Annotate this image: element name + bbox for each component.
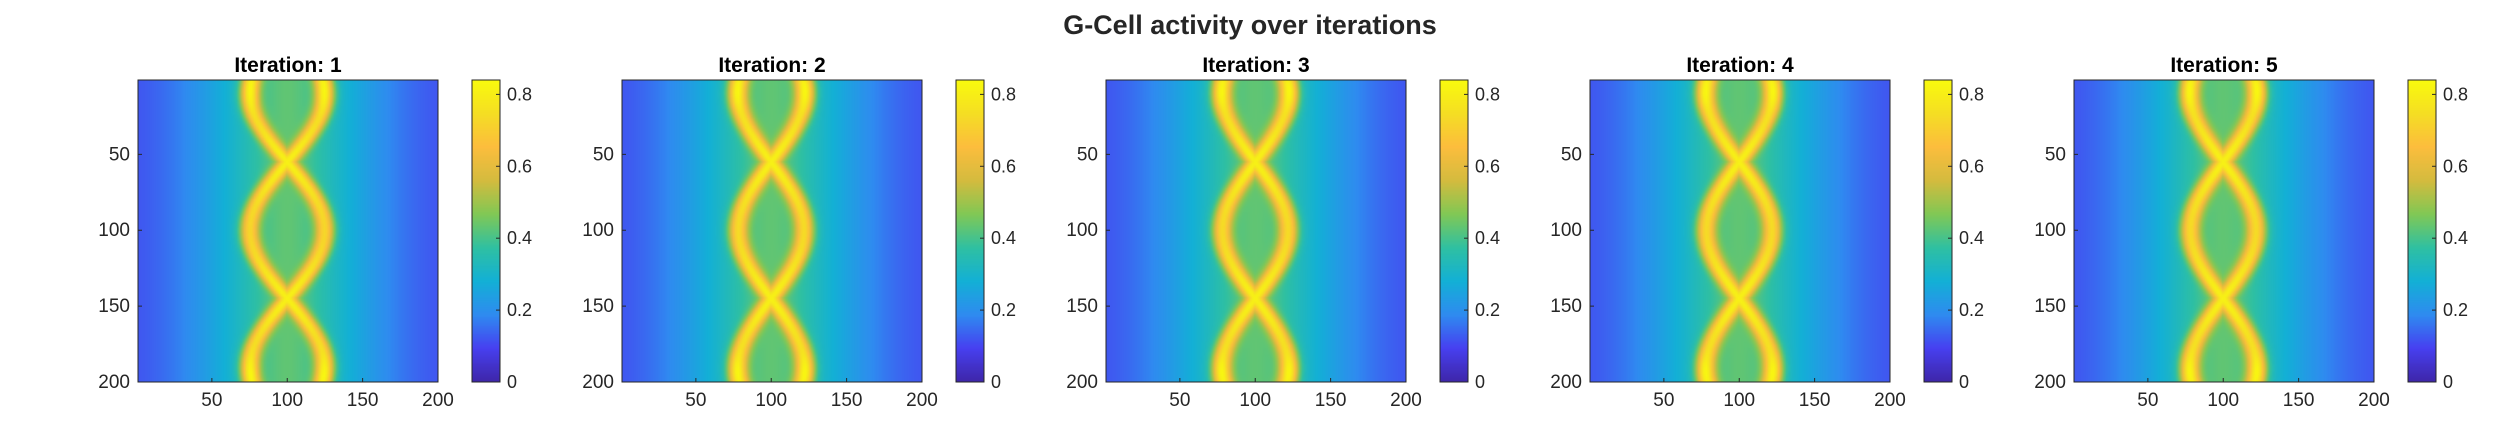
x-tick-label: 150 xyxy=(2283,390,2315,411)
x-tick-label: 50 xyxy=(2137,390,2158,411)
colorbar-tick-label: 0.2 xyxy=(991,300,1016,320)
x-tick-label: 50 xyxy=(1169,390,1190,411)
y-tick-label: 50 xyxy=(109,144,130,165)
colorbar-tick-label: 0 xyxy=(1959,372,1969,392)
x-tick-label: 200 xyxy=(1390,390,1422,411)
colorbar-tick-label: 0.2 xyxy=(2443,300,2468,320)
x-tick-label: 150 xyxy=(1315,390,1347,411)
colorbar-tick-label: 0.2 xyxy=(1475,300,1500,320)
figure-title: G-Cell activity over iterations xyxy=(1063,10,1437,40)
colorbar xyxy=(956,80,984,382)
y-tick-label: 50 xyxy=(1077,144,1098,165)
panel-title: Iteration: 5 xyxy=(2170,54,2278,77)
x-tick-label: 100 xyxy=(1723,390,1755,411)
y-tick-label: 150 xyxy=(2034,296,2066,317)
y-tick-label: 50 xyxy=(2045,144,2066,165)
colorbar-tick-label: 0.8 xyxy=(991,84,1016,104)
colorbar-tick-label: 0.8 xyxy=(2443,84,2468,104)
colorbar xyxy=(1924,80,1952,382)
y-tick-label: 50 xyxy=(593,144,614,165)
heatmap-image xyxy=(1106,80,1406,382)
x-tick-label: 200 xyxy=(1874,390,1906,411)
colorbar-box xyxy=(1923,79,1953,383)
x-tick-label: 200 xyxy=(906,390,938,411)
colorbar-tick-label: 0 xyxy=(1475,372,1485,392)
heatmap-panel-2: Iteration: 2 50 100 150 200 50 100 150 200 0 0.2 0.… xyxy=(582,54,1016,411)
colorbar-tick-label: 0.6 xyxy=(991,156,1016,176)
axes-box xyxy=(2073,79,2375,383)
x-tick-label: 200 xyxy=(2358,390,2390,411)
heatmap-image xyxy=(622,80,922,382)
y-tick-label: 200 xyxy=(98,372,130,393)
x-tick-label: 150 xyxy=(1799,390,1831,411)
heatmap-panel-4: Iteration: 4 50 100 150 200 50 100 150 200 0 0.2 0.… xyxy=(1550,54,1984,411)
colorbar-tick-label: 0.8 xyxy=(1959,84,1984,104)
x-tick-label: 100 xyxy=(271,390,303,411)
colorbar-tick-label: 0.4 xyxy=(507,228,532,248)
colorbar-box xyxy=(955,79,985,383)
axes-box xyxy=(137,79,439,383)
colorbar-tick-label: 0.4 xyxy=(2443,228,2468,248)
y-tick-label: 150 xyxy=(98,296,130,317)
x-tick-label: 100 xyxy=(1239,390,1271,411)
y-tick-label: 50 xyxy=(1561,144,1582,165)
colorbar-tick-label: 0.8 xyxy=(1475,84,1500,104)
y-tick-label: 200 xyxy=(1550,372,1582,393)
panel-title: Iteration: 1 xyxy=(234,54,342,77)
colorbar xyxy=(1440,80,1468,382)
axes-box xyxy=(1105,79,1407,383)
colorbar-tick-label: 0 xyxy=(507,372,517,392)
colorbar-tick-label: 0.4 xyxy=(1959,228,1984,248)
y-tick-label: 200 xyxy=(582,372,614,393)
colorbar-tick-label: 0 xyxy=(2443,372,2453,392)
x-tick-label: 150 xyxy=(347,390,379,411)
heatmap-image xyxy=(2074,80,2374,382)
y-tick-label: 100 xyxy=(1066,220,1098,241)
panel-title: Iteration: 2 xyxy=(718,54,825,77)
y-tick-label: 100 xyxy=(2034,220,2066,241)
panel-title: Iteration: 3 xyxy=(1202,54,1309,77)
y-tick-label: 150 xyxy=(1066,296,1098,317)
heatmap-panel-1: Iteration: 1 50 100 150 200 50 100 150 200 0 0.2 0.… xyxy=(98,54,532,411)
y-tick-label: 200 xyxy=(2034,372,2066,393)
colorbar-tick-label: 0.6 xyxy=(1475,156,1500,176)
colorbar xyxy=(472,80,500,382)
x-tick-label: 200 xyxy=(422,390,454,411)
y-tick-label: 150 xyxy=(1550,296,1582,317)
colorbar-box xyxy=(2407,79,2437,383)
colorbar-tick-label: 0.6 xyxy=(1959,156,1984,176)
y-tick-label: 100 xyxy=(1550,220,1582,241)
y-tick-label: 100 xyxy=(582,220,614,241)
axes-box xyxy=(621,79,923,383)
panel-title: Iteration: 4 xyxy=(1686,54,1794,77)
heatmap-panel-3: Iteration: 3 50 100 150 200 50 100 150 200 0 0.2 0.… xyxy=(1066,54,1500,411)
colorbar-tick-label: 0.2 xyxy=(1959,300,1984,320)
colorbar-tick-label: 0 xyxy=(991,372,1001,392)
x-tick-label: 50 xyxy=(1653,390,1674,411)
y-tick-label: 200 xyxy=(1066,372,1098,393)
colorbar-box xyxy=(471,79,501,383)
x-tick-label: 50 xyxy=(201,390,222,411)
colorbar-tick-label: 0.8 xyxy=(507,84,532,104)
heatmap-image xyxy=(1590,80,1890,382)
heatmap-image xyxy=(138,80,438,382)
heatmap-panel-5: Iteration: 5 50 100 150 200 50 100 150 200 0 0.2 0.… xyxy=(2034,54,2468,411)
colorbar-tick-label: 0.4 xyxy=(991,228,1016,248)
colorbar-tick-label: 0.2 xyxy=(507,300,532,320)
x-tick-label: 150 xyxy=(831,390,863,411)
colorbar-tick-label: 0.6 xyxy=(507,156,532,176)
colorbar-tick-label: 0.4 xyxy=(1475,228,1500,248)
axes-box xyxy=(1589,79,1891,383)
x-tick-label: 100 xyxy=(2207,390,2239,411)
colorbar-tick-label: 0.6 xyxy=(2443,156,2468,176)
x-tick-label: 50 xyxy=(685,390,706,411)
x-tick-label: 100 xyxy=(755,390,787,411)
colorbar xyxy=(2408,80,2436,382)
colorbar-box xyxy=(1439,79,1469,383)
y-tick-label: 150 xyxy=(582,296,614,317)
y-tick-label: 100 xyxy=(98,220,130,241)
